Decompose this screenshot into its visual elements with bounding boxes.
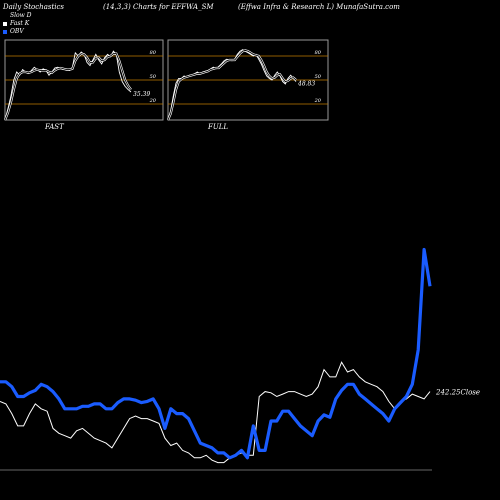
last-value-label: 48.83 (297, 81, 315, 88)
company-title: (Effwa Infra & Research L) MunafaSutra.c… (238, 3, 400, 11)
full-panel-label: FULL (208, 123, 229, 131)
chart-type-title: Daily Stochastics (3, 3, 65, 11)
fast-panel-label: FAST (45, 123, 64, 131)
legend-label: Fast K (10, 20, 30, 27)
legend-label: OBV (10, 28, 24, 35)
y-tick-label: 50 (150, 74, 157, 80)
slow-d-line (167, 49, 297, 121)
close-price-label: 242.25Close (435, 389, 480, 397)
y-tick-label: 80 (315, 50, 322, 56)
y-tick-label: 80 (150, 50, 157, 56)
slow-d-line (4, 53, 132, 121)
legend-label: Slow D (10, 12, 32, 19)
y-tick-label: 50 (315, 74, 322, 80)
slow-d-halo (3, 52, 132, 121)
legend: Slow D Fast K OBV (3, 12, 32, 36)
legend-swatch (3, 14, 7, 18)
slow-d-halo (166, 49, 297, 121)
legend-item-fast-k: Fast K (3, 20, 32, 28)
y-tick-label: 20 (314, 98, 322, 104)
price-line (0, 361, 431, 464)
last-value-label: 35.39 (133, 91, 150, 98)
legend-item-slow-d: Slow D (3, 12, 32, 20)
legend-item-obv: OBV (3, 28, 32, 36)
legend-swatch (3, 22, 7, 26)
obv-line (0, 247, 432, 460)
y-tick-label: 20 (149, 98, 157, 104)
chart-params-title: (14,3,3) Charts for EFFWA_SM (103, 3, 214, 11)
legend-swatch (3, 30, 7, 34)
fast-k-line (4, 50, 132, 121)
